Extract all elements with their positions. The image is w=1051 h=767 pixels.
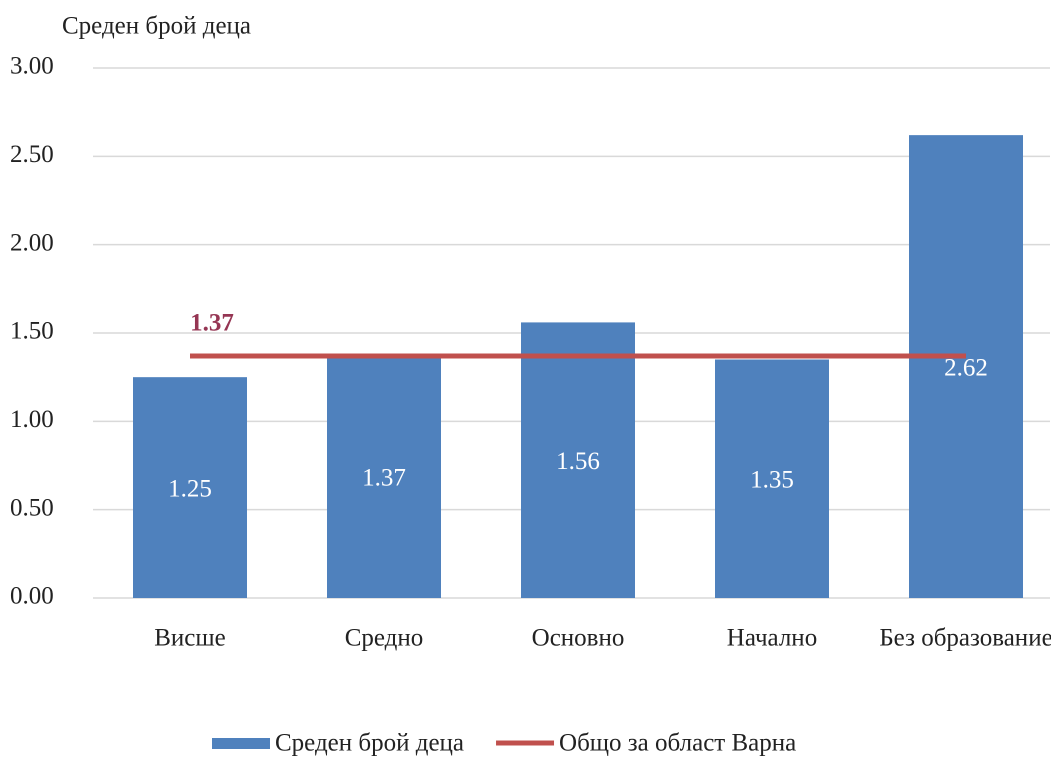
bar-value-label: 1.56	[556, 448, 600, 475]
x-tick-label: Висше	[154, 625, 226, 652]
y-tick-label: 0.00	[10, 583, 54, 610]
y-tick-label: 0.50	[10, 494, 54, 521]
bar-value-label: 1.25	[168, 475, 212, 502]
line-value-label: 1.37	[190, 310, 234, 337]
x-tick-label: Средно	[345, 625, 424, 652]
bar	[521, 322, 635, 598]
bar-value-label: 1.35	[750, 466, 794, 493]
y-tick-label: 2.50	[10, 141, 54, 168]
legend-label: Общо за област Варна	[559, 730, 796, 757]
x-tick-label: Основно	[532, 625, 625, 652]
legend-swatch	[212, 738, 270, 749]
bar	[327, 355, 441, 598]
y-axis-title: Среден брой деца	[62, 13, 251, 40]
y-tick-label: 1.00	[10, 406, 54, 433]
y-tick-label: 2.00	[10, 229, 54, 256]
x-tick-label: Без образование	[879, 625, 1051, 652]
bar-value-label: 1.37	[362, 465, 406, 492]
legend-label: Среден брой деца	[275, 730, 464, 757]
bar	[133, 377, 247, 598]
bar	[909, 135, 1023, 598]
bar-value-label: 2.62	[944, 354, 988, 381]
x-tick-label: Начално	[727, 625, 817, 652]
y-tick-label: 3.00	[10, 53, 54, 80]
y-tick-label: 1.50	[10, 318, 54, 345]
bar	[715, 359, 829, 598]
